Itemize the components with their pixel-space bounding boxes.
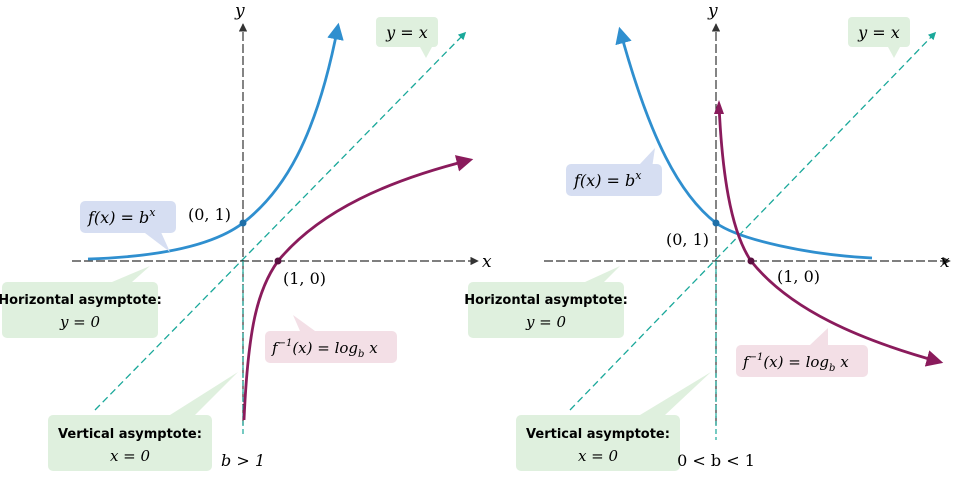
exp-label-box [566, 164, 662, 196]
point-log-intercept [747, 257, 755, 265]
identity-label: y = x [385, 23, 428, 42]
exp-label: f(x) = bx [87, 206, 156, 227]
identity-label-box [376, 17, 438, 47]
condition-label: b > 1 [221, 451, 265, 470]
horizontal-asymptote-box [468, 282, 624, 338]
logarithm-curve [717, 104, 944, 367]
point-exp-label: (0, 1) [188, 205, 231, 224]
exp-label: f(x) = bx [573, 169, 642, 190]
horizontal-asymptote-box [2, 282, 158, 338]
x-axis-label: x [940, 252, 950, 272]
horizontal-asymptote-title: Horizontal asymptote: [0, 293, 162, 308]
panel-right: y x y = x (0, 1) (1, 0) f(x) = bx f−1(x)… [464, 1, 951, 471]
exp-label-box [80, 201, 176, 233]
point-log-label: (1, 0) [283, 269, 326, 288]
identity-line [94, 31, 467, 411]
point-exp-intercept [712, 219, 720, 227]
x-axis-label: x [482, 252, 492, 272]
log-label-box [736, 345, 868, 377]
vertical-asymptote-box [516, 415, 680, 471]
horizontal-asymptote-title: Horizontal asymptote: [464, 293, 628, 308]
log-label-box [265, 331, 397, 363]
log-label: f−1(x) = logb x [271, 338, 378, 360]
point-log-intercept [274, 257, 282, 265]
y-axis-label: y [707, 1, 718, 21]
point-exp-intercept [239, 219, 247, 227]
point-exp-label: (0, 1) [666, 230, 709, 249]
identity-label: y = x [857, 23, 900, 42]
exponential-curve [615, 26, 873, 260]
point-log-label: (1, 0) [777, 267, 820, 286]
panel-left: y x y = x (0, 1) (1, 0) f(x) = bx f−1(x)… [0, 1, 492, 471]
vertical-asymptote-title: Vertical asymptote: [58, 427, 202, 442]
log-label: f−1(x) = logb x [742, 352, 849, 374]
horizontal-asymptote-eq: y = 0 [525, 313, 567, 331]
vertical-asymptote-eq: x = 0 [578, 447, 619, 465]
horizontal-asymptote-eq: y = 0 [59, 313, 101, 331]
identity-label-box [848, 17, 910, 47]
logarithm-curve [242, 155, 474, 421]
exponential-curve [87, 22, 344, 261]
vertical-asymptote-box [48, 415, 212, 471]
vertical-asymptote-eq: x = 0 [110, 447, 151, 465]
vertical-asymptote-title: Vertical asymptote: [526, 427, 670, 442]
condition-label: 0 < b < 1 [677, 451, 755, 470]
y-axis-label: y [234, 1, 245, 21]
